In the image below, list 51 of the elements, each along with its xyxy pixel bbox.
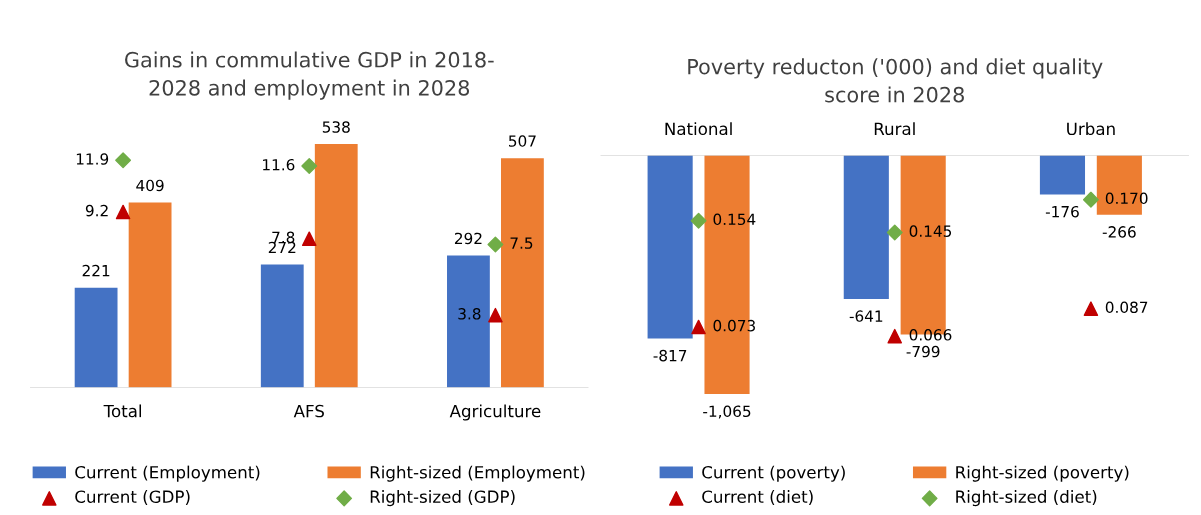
bar <box>260 264 304 388</box>
x-tick-label: AFS <box>293 404 324 418</box>
legend-label: Current (GDP) <box>75 490 190 505</box>
legend-label: Right-sized (GDP) <box>370 490 515 507</box>
x-tick-label: Urban <box>1067 122 1115 136</box>
x-tick-label: Agriculture <box>449 404 541 421</box>
data-label: 0.087 <box>1105 301 1148 314</box>
bar <box>128 202 172 388</box>
legend-label: Right-sized (poverty) <box>956 465 1129 482</box>
x-tick-label: National <box>665 122 732 136</box>
chart-title: Gains in commulative GDP in 2018- 2028 and employment in 2028 <box>125 51 494 100</box>
x-tick-label: Total <box>103 404 141 418</box>
point <box>1082 191 1099 208</box>
data-label: 409 <box>136 179 164 192</box>
data-label: 11.9 <box>76 153 109 165</box>
point <box>301 231 317 246</box>
legend-label: Right-sized (diet) <box>956 490 1097 507</box>
data-label: -799 <box>906 345 940 358</box>
data-label: -176 <box>1045 205 1079 218</box>
data-label: -817 <box>653 349 687 362</box>
bar <box>447 255 490 388</box>
point <box>1083 301 1099 316</box>
point <box>691 319 706 335</box>
point <box>115 204 131 220</box>
data-label: 11.6 <box>263 158 295 171</box>
legend-label: Right-sized (Employment) <box>370 465 585 482</box>
data-label: 292 <box>454 232 482 245</box>
data-label: 221 <box>82 264 110 277</box>
legend-label: Current (Employment) <box>75 465 260 482</box>
bar <box>74 287 118 388</box>
data-label: 9.2 <box>85 204 108 217</box>
data-label: -266 <box>1102 226 1136 238</box>
data-label: -641 <box>849 310 883 322</box>
point <box>690 212 707 229</box>
point <box>886 224 903 241</box>
data-label: 538 <box>322 121 350 133</box>
data-label: 7.5 <box>510 237 533 249</box>
point <box>301 158 318 175</box>
x-tick-label: Rural <box>874 122 915 136</box>
chart-title: Poverty reducton ('000) and diet quality score in 2028 <box>688 58 1103 103</box>
data-label: -1,065 <box>703 405 751 419</box>
point <box>488 307 503 323</box>
point <box>115 152 132 169</box>
legend-label: Current (poverty) <box>702 465 845 482</box>
data-label: 3.8 <box>458 308 481 320</box>
bar <box>314 144 358 388</box>
point <box>887 328 903 344</box>
bar <box>501 158 544 388</box>
point <box>487 236 504 253</box>
legend-label: Current (diet) <box>702 490 813 505</box>
data-label: 507 <box>509 135 536 147</box>
